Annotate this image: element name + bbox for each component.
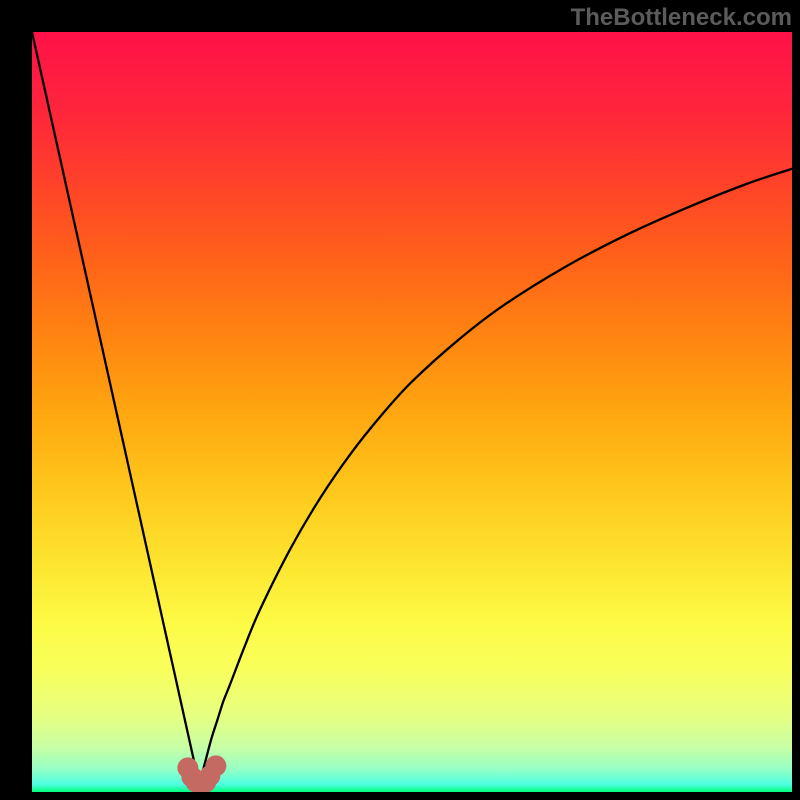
curve-left-branch	[32, 32, 199, 784]
bottleneck-curve	[32, 32, 792, 792]
watermark-text: TheBottleneck.com	[571, 4, 792, 32]
plot-area	[32, 32, 792, 792]
curve-right-branch	[199, 169, 792, 785]
